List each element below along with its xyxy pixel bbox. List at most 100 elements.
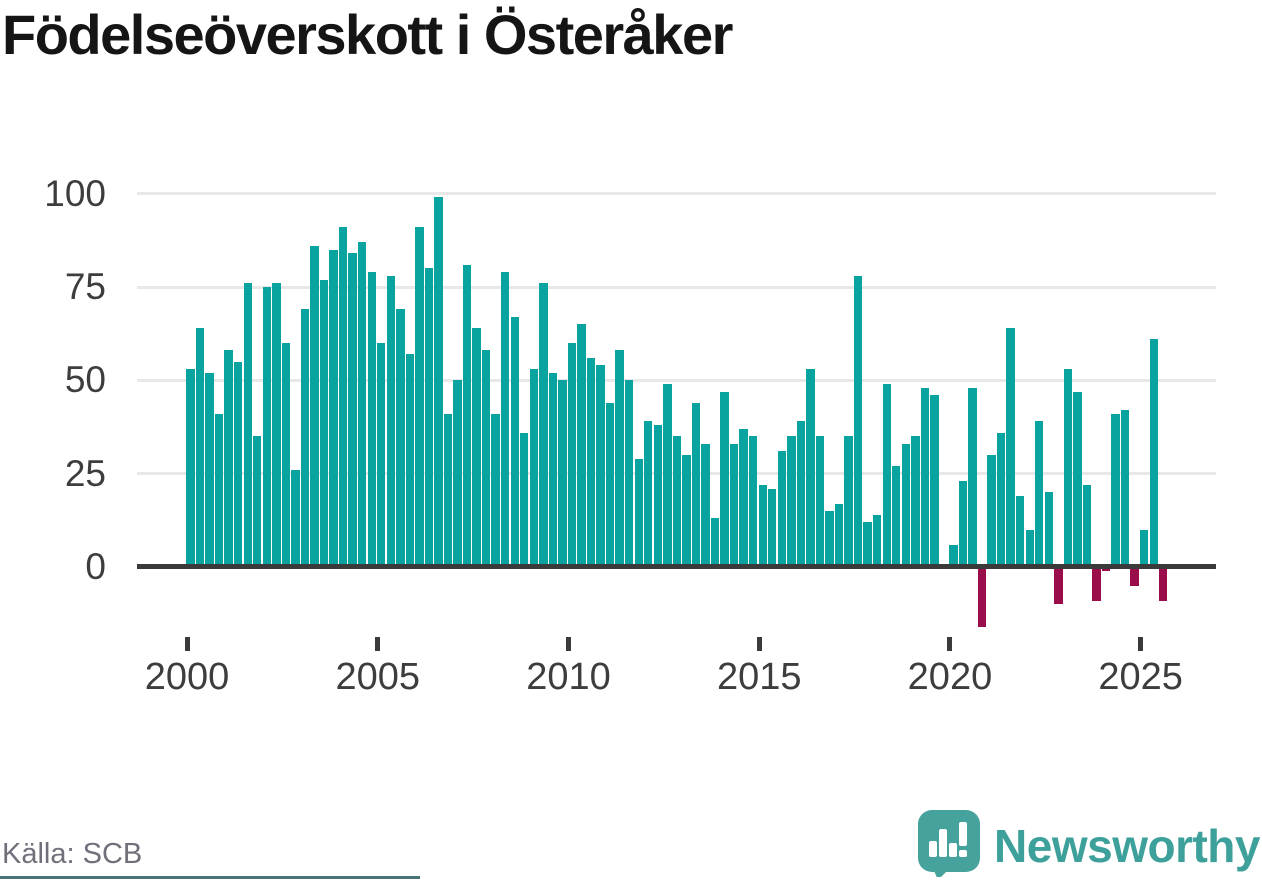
bar-2006q2 <box>424 268 434 567</box>
bar-2020q1 <box>949 544 958 567</box>
x-tick-2005 <box>375 637 381 651</box>
bar-2000q2 <box>195 328 205 567</box>
x-tick-2020 <box>947 637 953 651</box>
bar-2005q2 <box>386 275 395 567</box>
bar-2002q4 <box>291 469 300 567</box>
bar-2003q2 <box>310 245 319 567</box>
bar-2003q3 <box>319 279 329 567</box>
bar-2013q4 <box>710 518 720 567</box>
bar-2008q2 <box>501 272 510 567</box>
y-tick-label-0: 0 <box>85 546 106 587</box>
bottom-accent-strip <box>0 876 420 879</box>
gridline-50 <box>137 378 1216 382</box>
bar-2019q2 <box>920 387 930 567</box>
bar-2002q1 <box>262 287 271 567</box>
bar-2022q2 <box>1035 421 1044 567</box>
bar-2004q2 <box>348 253 357 567</box>
bar-2010q4 <box>596 365 605 567</box>
bar-2006q4 <box>443 413 453 567</box>
bar-2015q4 <box>787 436 796 567</box>
bar-2007q3 <box>472 328 481 567</box>
bar-2009q3 <box>548 372 558 567</box>
bar-2004q4 <box>367 272 376 567</box>
bar-2015q2 <box>768 488 777 567</box>
bar-2021q2 <box>996 432 1006 567</box>
bar-2024q3 <box>1120 410 1130 567</box>
bar-2001q4 <box>253 436 262 567</box>
x-tick-label-2020: 2020 <box>907 656 993 698</box>
x-tick-label-2010: 2010 <box>526 656 611 698</box>
bar-2000q3 <box>205 372 214 567</box>
newsworthy-logo-icon <box>918 810 981 882</box>
bar-2017q2 <box>844 436 853 567</box>
bar-2000q4 <box>214 413 224 567</box>
bar-2019q3 <box>930 395 939 567</box>
bar-2011q2 <box>615 350 624 567</box>
bar-2004q3 <box>357 242 367 567</box>
bar-2015q3 <box>777 451 786 567</box>
bar-2011q4 <box>634 458 643 567</box>
bar-2016q1 <box>796 421 806 567</box>
bar-2025q2 <box>1149 339 1158 567</box>
x-tick-2025 <box>1138 637 1144 651</box>
bar-2014q4 <box>748 436 758 567</box>
bar-2018q2 <box>882 384 891 567</box>
bar-2008q4 <box>520 432 529 567</box>
x-tick-label-2025: 2025 <box>1098 656 1183 698</box>
bar-2016q4 <box>825 511 834 567</box>
bar-2018q1 <box>872 514 882 567</box>
x-tick-2015 <box>756 637 762 651</box>
bar-2018q4 <box>901 443 910 567</box>
x-axis-zero-line <box>137 564 1216 569</box>
bar-2024q2 <box>1111 413 1120 567</box>
page-title: Födelseöverskott i Österåker <box>2 3 733 66</box>
y-tick-label-25: 25 <box>64 452 106 494</box>
newsworthy-wordmark: Newsworthy <box>994 820 1260 872</box>
bar-2003q4 <box>329 249 338 567</box>
bar-2013q1 <box>682 455 691 567</box>
bar-2001q3 <box>243 283 252 567</box>
bar-2012q3 <box>663 384 672 567</box>
bar-2022q4 <box>1054 567 1063 605</box>
bar-2001q1 <box>224 350 233 567</box>
bar-2006q1 <box>415 227 424 567</box>
bar-2008q3 <box>510 316 519 567</box>
bar-2014q2 <box>729 443 739 567</box>
bar-2000q1 <box>186 369 195 567</box>
bar-2017q1 <box>834 503 844 567</box>
bar-2021q3 <box>1006 328 1015 567</box>
bar-2013q2 <box>691 402 701 567</box>
bar-2007q2 <box>462 264 472 567</box>
bar-2005q4 <box>405 354 415 567</box>
bar-2011q3 <box>625 380 634 567</box>
y-tick-label-50: 50 <box>64 359 106 401</box>
bar-2009q1 <box>529 369 539 567</box>
bar-2012q2 <box>653 425 662 567</box>
newsworthy-brand: Newsworthy <box>918 810 1260 882</box>
y-tick-label-75: 75 <box>64 266 106 307</box>
bar-2024q4 <box>1130 567 1139 586</box>
bar-2015q1 <box>758 484 767 567</box>
bar-2005q1 <box>377 343 386 567</box>
bar-2010q2 <box>577 324 586 567</box>
bar-2022q1 <box>1025 529 1034 567</box>
bar-2022q3 <box>1044 492 1054 567</box>
bar-2005q3 <box>396 309 405 567</box>
bar-2010q1 <box>567 343 577 567</box>
bar-2020q2 <box>958 481 968 567</box>
bar-2014q1 <box>720 391 729 567</box>
bar-2009q2 <box>539 283 548 567</box>
bar-2025q3 <box>1159 567 1168 601</box>
y-tick-label-100: 100 <box>44 172 106 214</box>
bar-2020q3 <box>968 387 977 567</box>
bar-2019q1 <box>911 436 920 567</box>
bar-2012q4 <box>672 436 682 567</box>
bar-2023q4 <box>1092 567 1101 601</box>
x-tick-2000 <box>184 637 190 651</box>
bar-2004q1 <box>338 227 348 567</box>
bar-2021q4 <box>1016 496 1025 567</box>
bar-2025q1 <box>1140 529 1149 567</box>
bar-2002q2 <box>272 283 281 567</box>
x-tick-label-2000: 2000 <box>144 656 230 698</box>
